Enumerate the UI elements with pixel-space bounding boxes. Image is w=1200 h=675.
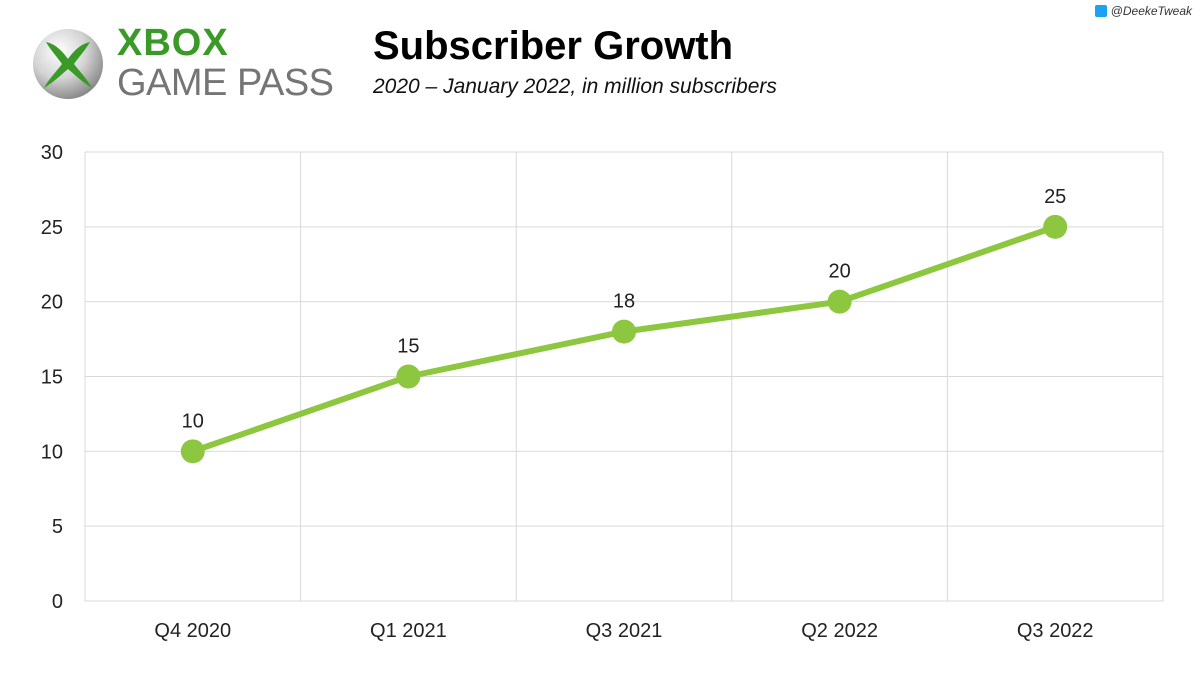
chart-subtitle: 2020 – January 2022, in million subscrib…	[373, 75, 777, 98]
xbox-game-pass-logo: XBOX GAME PASS	[32, 22, 352, 104]
y-tick-label: 0	[52, 591, 63, 613]
y-tick-label: 30	[41, 142, 63, 164]
chart-title: Subscriber Growth	[373, 24, 734, 68]
twitter-icon	[1094, 5, 1107, 17]
credit-handle[interactable]: @DeekeTweak	[1110, 4, 1192, 18]
credit: @DeekeTweak	[1094, 4, 1192, 18]
x-tick-label: Q1 2021	[370, 620, 447, 642]
data-label: 10	[182, 410, 204, 432]
data-label: 15	[397, 336, 419, 358]
y-tick-label: 25	[41, 217, 63, 239]
x-tick-label: Q3 2022	[1017, 620, 1094, 642]
data-point	[612, 319, 636, 344]
xbox-sphere-icon	[33, 29, 103, 99]
data-point	[180, 439, 205, 464]
x-tick-label: Q3 2021	[586, 620, 663, 642]
x-tick-label: Q4 2020	[154, 620, 231, 642]
y-tick-label: 5	[52, 516, 63, 538]
x-tick-label: Q2 2022	[801, 620, 878, 642]
data-label: 25	[1044, 186, 1066, 208]
data-label: 20	[828, 261, 850, 283]
y-tick-label: 15	[41, 367, 63, 389]
data-label: 18	[613, 291, 635, 313]
y-tick-label: 10	[41, 441, 63, 463]
logo-text-game-pass: GAME PASS	[117, 62, 334, 104]
logo-text-xbox: XBOX	[117, 22, 229, 64]
data-point	[396, 364, 421, 389]
y-tick-label: 20	[41, 292, 63, 314]
data-point	[1043, 214, 1068, 239]
data-point	[827, 289, 852, 314]
